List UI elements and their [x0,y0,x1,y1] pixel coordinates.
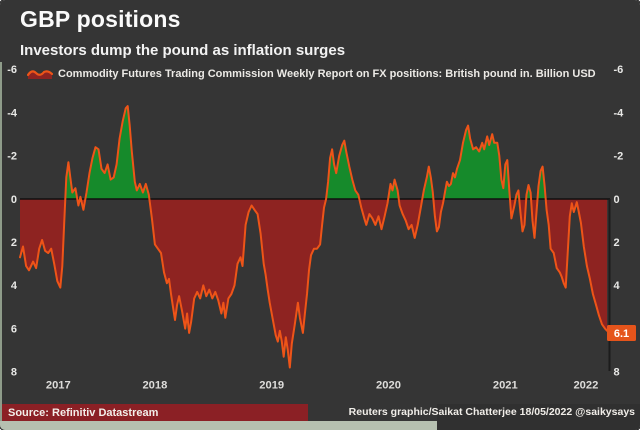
y-axis-label-right: -2 [614,151,624,163]
y-axis-label-left: 6 [11,323,17,335]
y-axis-label-left: -6 [7,64,17,76]
y-axis-label-right: 0 [614,194,620,206]
x-axis-year-label: 2017 [46,380,71,392]
last-value-label: 6.1 [614,328,629,340]
y-axis-label-right: -6 [614,64,624,76]
source-text: Source: Refinitiv Datastream [8,406,159,419]
y-axis-label-left: -2 [7,151,17,163]
legend-label: Commodity Futures Trading Commission Wee… [58,67,596,80]
y-axis-label-right: 2 [614,237,620,249]
y-axis-label-right: 4 [614,280,621,292]
net-long-area [20,106,608,199]
y-axis-label-right: -4 [614,107,625,119]
credit-box: Reuters graphic/Saikat Chatterjee 18/05/… [349,404,640,430]
y-axis-label-left: -4 [7,107,18,119]
y-axis-label-left: 4 [11,280,18,292]
credit-text: Reuters graphic/Saikat Chatterjee 18/05/… [348,406,635,418]
chart-subtitle: Investors dump the pound as inflation su… [20,42,346,59]
last-value-badge [607,325,636,341]
bottom-strip [0,421,437,430]
page-title: GBP positions [20,6,181,32]
net-short-area [20,199,608,368]
y-axis-label-left: 2 [11,237,17,249]
source-bar: Source: Refinitiv Datastream [2,404,308,421]
area-line-sample-icon [27,70,53,79]
header: GBP positions Investors dump the pound a… [20,6,345,59]
x-axis-year-label: 2021 [493,380,518,392]
y-axis-label-left: 8 [11,367,17,379]
y-axis-label-left: 0 [11,194,17,206]
legend: Commodity Futures Trading Commission Wee… [27,67,596,80]
x-axis-year-label: 2022 [573,380,598,392]
x-axis-year-label: 2020 [376,380,401,392]
x-axis-year-label: 2018 [142,380,167,392]
y-axis-label-right: 8 [614,367,620,379]
left-edge-strip [0,62,2,421]
x-axis-year-label: 2019 [259,380,284,392]
position-line [19,105,609,369]
